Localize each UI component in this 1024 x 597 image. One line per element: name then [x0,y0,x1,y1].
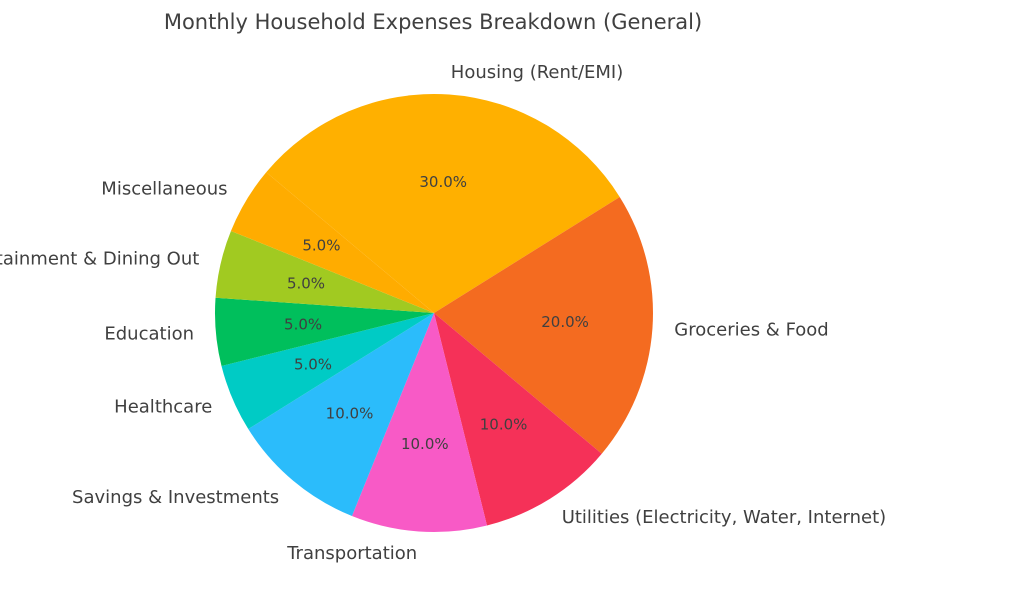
pie-labels: 30.0% Housing (Rent/EMI) 20.0% Groceries & … [0,62,886,564]
slice-category-label: Education [104,324,194,345]
slice-category-label: Housing (Rent/EMI) [451,62,623,83]
slice-percent-label: 5.0% [284,316,322,334]
slice-category-label: Savings & Investments [72,487,279,508]
slice-category-label: Healthcare [114,397,212,418]
pie-slice [221,313,434,430]
pie-slice [434,196,653,454]
pie-slice [230,172,434,313]
slice-category-label: Utilities (Electricity, Water, Internet) [562,507,887,528]
pie-slice [266,94,620,313]
pie-slice [214,297,434,366]
slice-percent-label: 20.0% [541,313,589,331]
slice-category-label: Groceries & Food [674,319,828,340]
slice-percent-label: 5.0% [302,236,340,254]
pie-slice [351,313,487,532]
slice-percent-label: 5.0% [287,274,325,292]
slice-category-label: Entertainment & Dining Out [0,248,199,269]
chart-title: Monthly Household Expenses Breakdown (Ge… [164,10,702,34]
pie-slice [434,313,602,526]
slice-percent-label: 10.0% [401,435,449,453]
slice-percent-label: 10.0% [480,415,528,433]
slice-percent-label: 10.0% [326,405,374,423]
pie-slice [215,230,434,313]
pie-slices [214,94,653,532]
slice-category-label: Transportation [286,543,417,564]
pie-slice [248,313,434,517]
slice-percent-label: 5.0% [294,355,332,373]
slice-percent-label: 30.0% [419,173,467,191]
slice-category-label: Miscellaneous [101,178,227,199]
